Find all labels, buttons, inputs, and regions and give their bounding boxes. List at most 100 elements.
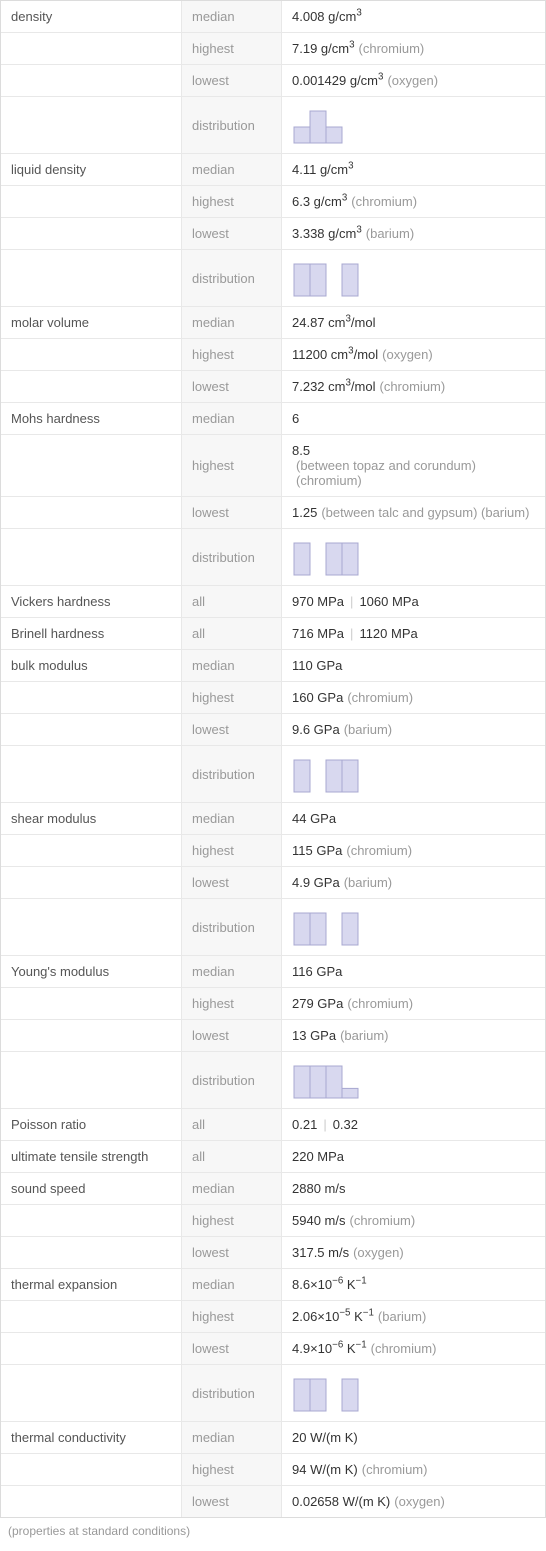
table-row: lowest1.25(between talc and gypsum) (bar…	[1, 496, 545, 528]
value-note: (chromium)	[362, 1462, 428, 1477]
distribution-chart	[292, 105, 362, 145]
value-cell: 1.25(between talc and gypsum) (barium)	[281, 497, 545, 528]
table-row: highest279 GPa(chromium)	[1, 987, 545, 1019]
property-name-cell	[1, 339, 181, 370]
value-cell: 9.6 GPa(barium)	[281, 714, 545, 745]
table-row: Brinell hardnessall716 MPa|1120 MPa	[1, 617, 545, 649]
property-name-cell: Vickers hardness	[1, 586, 181, 617]
table-row: lowest4.9 GPa(barium)	[1, 866, 545, 898]
value-text: 2.06×10−5 K−1	[292, 1309, 374, 1324]
value-text: 0.21	[292, 1117, 317, 1132]
value-cell: 11200 cm3/mol(oxygen)	[281, 339, 545, 370]
value-text: 24.87 cm3/mol	[292, 315, 375, 330]
value-cell: 3.338 g/cm3(barium)	[281, 218, 545, 249]
table-row: Mohs hardnessmedian6	[1, 402, 545, 434]
value-text: 1060 MPa	[359, 594, 418, 609]
property-name-cell	[1, 1365, 181, 1421]
property-name-cell	[1, 497, 181, 528]
value-cell: 2.06×10−5 K−1(barium)	[281, 1301, 545, 1332]
value-text: 116 GPa	[292, 964, 342, 979]
property-name-cell	[1, 714, 181, 745]
table-row: lowest 4.9×10−6 K−1 (chromium)	[1, 1332, 545, 1364]
footer-note: (properties at standard conditions)	[0, 1518, 546, 1544]
stat-label-cell: highest	[181, 835, 281, 866]
property-name-cell	[1, 371, 181, 402]
table-row: shear modulusmedian44 GPa	[1, 802, 545, 834]
stat-label-cell: lowest	[181, 497, 281, 528]
stat-label-cell: median	[181, 1173, 281, 1204]
value-cell: 116 GPa	[281, 956, 545, 987]
value-text: 5940 m/s	[292, 1213, 345, 1228]
property-name-cell	[1, 33, 181, 64]
table-row: densitymedian4.008 g/cm3	[1, 1, 545, 32]
value-text: 9.6 GPa	[292, 722, 340, 737]
value-text: 0.32	[333, 1117, 358, 1132]
value-text: 7.232 cm3/mol	[292, 379, 375, 394]
value-text: 160 GPa	[292, 690, 343, 705]
property-name-cell: bulk modulus	[1, 650, 181, 681]
value-note: (between topaz and corundum) (chromium)	[296, 458, 535, 488]
property-name-cell	[1, 65, 181, 96]
property-name-cell: ultimate tensile strength	[1, 1141, 181, 1172]
separator: |	[323, 1117, 326, 1132]
value-cell: 4.11 g/cm3	[281, 154, 545, 185]
value-note: (between talc and gypsum) (barium)	[321, 505, 529, 520]
property-name-cell	[1, 1205, 181, 1236]
value-cell	[281, 746, 545, 802]
value-cell: 5940 m/s(chromium)	[281, 1205, 545, 1236]
table-row: lowest7.232 cm3/mol(chromium)	[1, 370, 545, 402]
table-row: Vickers hardnessall970 MPa|1060 MPa	[1, 585, 545, 617]
value-note: (oxygen)	[387, 73, 438, 88]
distribution-chart	[292, 907, 362, 947]
value-cell: 110 GPa	[281, 650, 545, 681]
table-row: liquid densitymedian4.11 g/cm3	[1, 153, 545, 185]
property-name-cell	[1, 97, 181, 153]
property-name-cell: thermal conductivity	[1, 1422, 181, 1453]
value-text: 4.9 GPa	[292, 875, 340, 890]
property-name-cell: Poisson ratio	[1, 1109, 181, 1140]
value-text: 4.9×10−6 K−1	[292, 1341, 367, 1356]
property-name-cell	[1, 1454, 181, 1485]
separator: |	[350, 626, 353, 641]
table-row: distribution	[1, 1051, 545, 1108]
value-cell: 20 W/(m K)	[281, 1422, 545, 1453]
table-row: highest94 W/(m K)(chromium)	[1, 1453, 545, 1485]
stat-label-cell: lowest	[181, 1333, 281, 1364]
value-cell: 0.001429 g/cm3(oxygen)	[281, 65, 545, 96]
property-name-cell	[1, 1020, 181, 1051]
value-cell	[281, 529, 545, 585]
property-name-cell	[1, 1052, 181, 1108]
stat-label-cell: distribution	[181, 250, 281, 306]
value-note: (chromium)	[351, 194, 417, 209]
value-cell: 115 GPa (chromium)	[281, 835, 545, 866]
table-row: highest160 GPa(chromium)	[1, 681, 545, 713]
value-cell	[281, 97, 545, 153]
value-text: 44 GPa	[292, 811, 336, 826]
table-row: distribution	[1, 745, 545, 802]
value-text: 115 GPa	[292, 843, 342, 858]
stat-label-cell: highest	[181, 1454, 281, 1485]
table-row: molar volumemedian24.87 cm3/mol	[1, 306, 545, 338]
value-text: 8.5	[292, 443, 310, 458]
value-note: (barium)	[366, 226, 414, 241]
value-note: (oxygen)	[394, 1494, 445, 1509]
property-name-cell	[1, 988, 181, 1019]
table-row: Young's modulusmedian116 GPa	[1, 955, 545, 987]
value-cell: 7.19 g/cm3(chromium)	[281, 33, 545, 64]
value-text: 4.008 g/cm3	[292, 9, 362, 24]
value-cell	[281, 1052, 545, 1108]
property-name-cell	[1, 835, 181, 866]
stat-label-cell: highest	[181, 186, 281, 217]
value-text: 6.3 g/cm3	[292, 194, 347, 209]
value-note: (chromium)	[371, 1341, 437, 1356]
table-row: distribution	[1, 898, 545, 955]
stat-label-cell: lowest	[181, 65, 281, 96]
value-text: 1120 MPa	[359, 626, 417, 641]
value-note: (chromium)	[346, 843, 412, 858]
value-text: 279 GPa	[292, 996, 343, 1011]
value-text: 317.5 m/s	[292, 1245, 349, 1260]
separator: |	[350, 594, 353, 609]
property-name-cell	[1, 529, 181, 585]
table-row: Poisson ratioall0.21|0.32	[1, 1108, 545, 1140]
property-name-cell	[1, 899, 181, 955]
